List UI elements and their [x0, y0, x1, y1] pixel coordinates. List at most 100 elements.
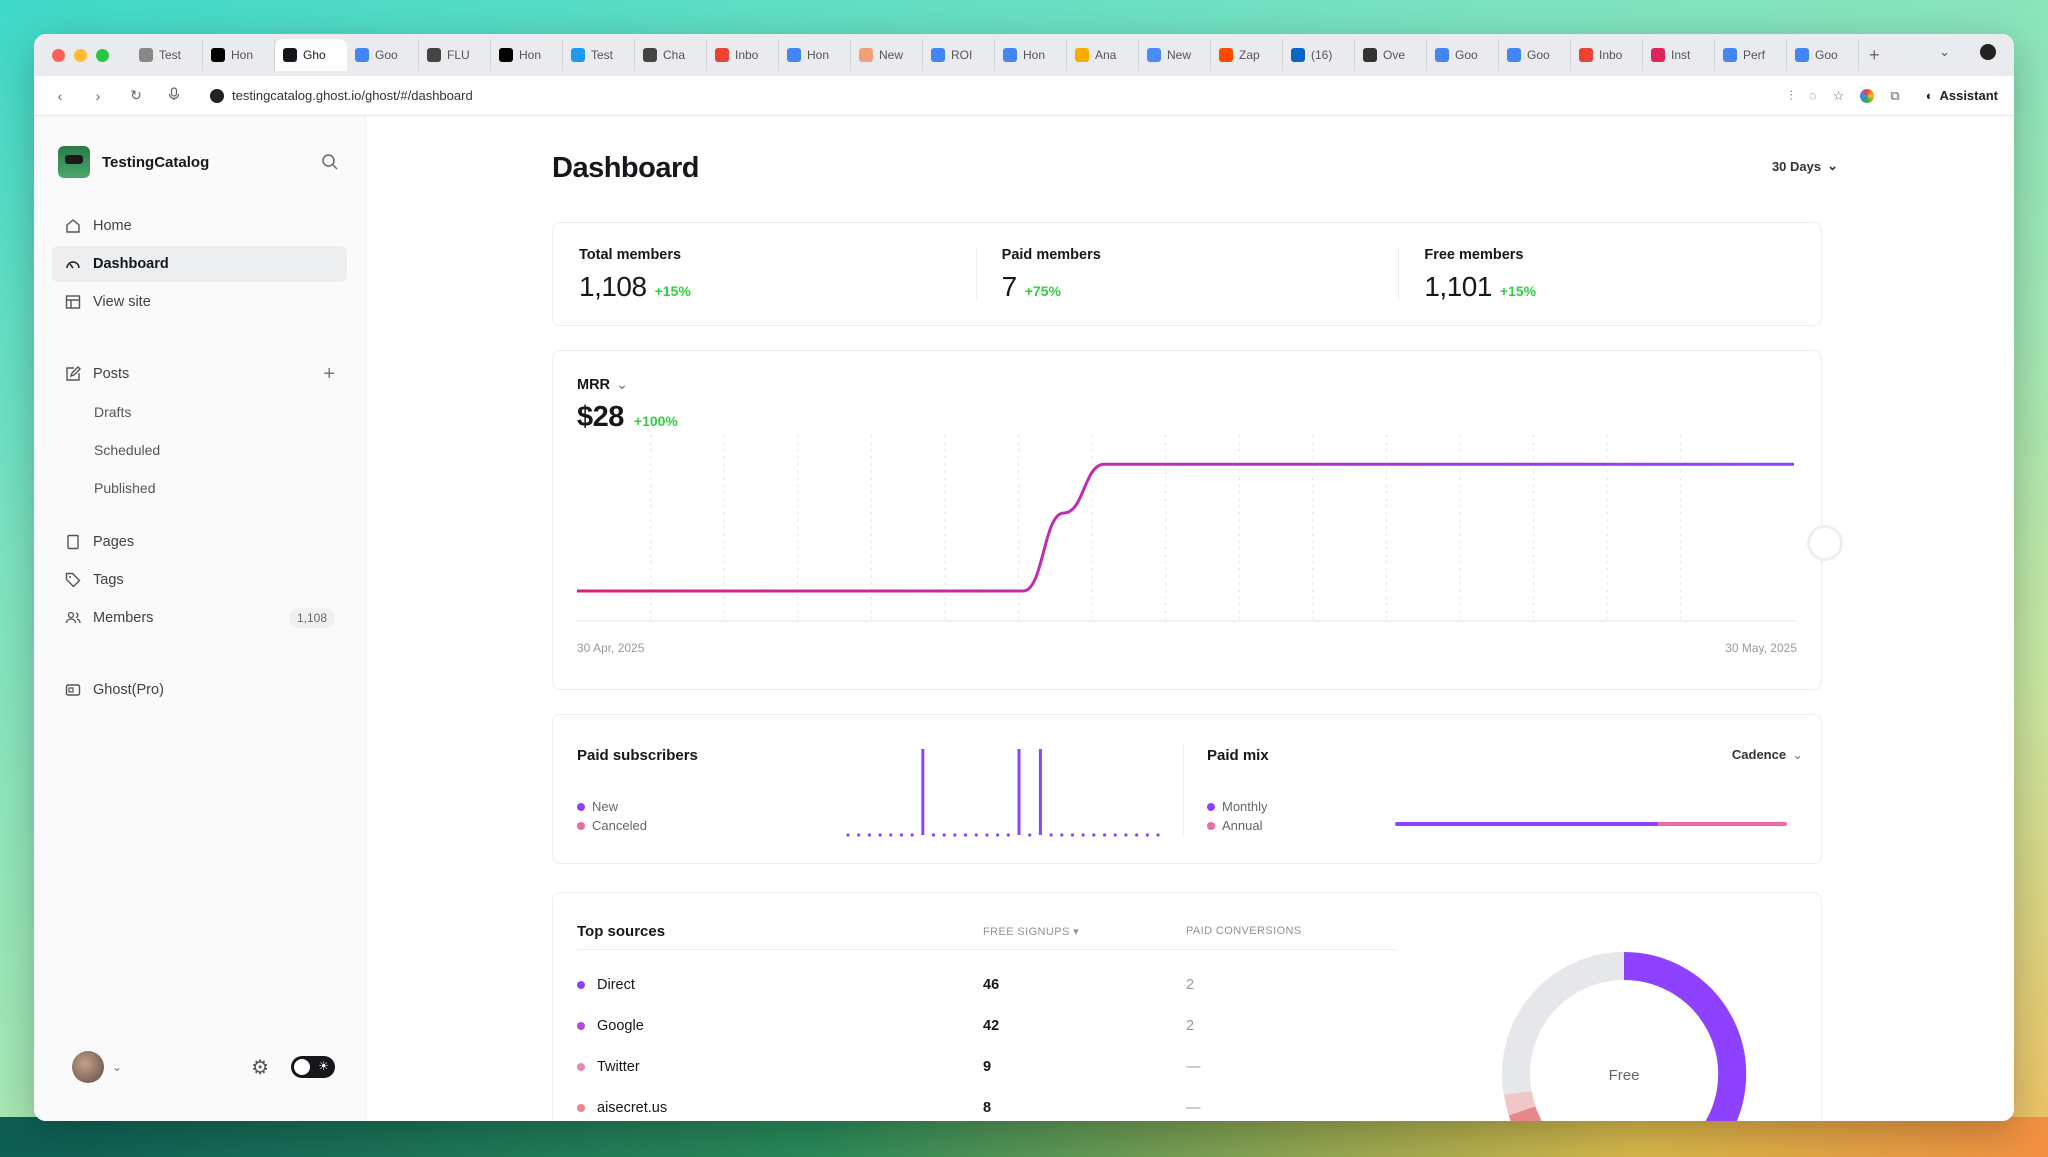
cadence-select[interactable]: Cadence ⌄: [1732, 747, 1803, 763]
source-signups: 8: [983, 1100, 992, 1116]
browser-profile-icon[interactable]: [1980, 44, 1996, 60]
browser-tab[interactable]: Inbo: [707, 39, 779, 71]
browser-tab[interactable]: Goo: [1427, 39, 1499, 71]
kpi-free-members[interactable]: Free members 1,101 +15%: [1398, 223, 1821, 325]
sources-donut-chart[interactable]: [1493, 943, 1753, 1121]
nav-tags[interactable]: Tags: [52, 562, 347, 598]
extension-shield-icon[interactable]: ◌: [1808, 88, 1817, 103]
browser-tab[interactable]: Test: [563, 39, 635, 71]
dashboard-gauge-icon: [64, 255, 82, 273]
browser-tab[interactable]: (16): [1283, 39, 1355, 71]
col-paid-conversions[interactable]: PAID CONVERSIONS: [1186, 925, 1302, 937]
mrr-series-line[interactable]: [577, 462, 1794, 593]
site-name[interactable]: TestingCatalog: [102, 153, 210, 171]
extensions-puzzle-icon[interactable]: ⧉: [1890, 87, 1900, 103]
posts-edit-icon: [64, 365, 82, 383]
browser-tab[interactable]: Hon: [995, 39, 1067, 71]
browser-tab[interactable]: ROI: [923, 39, 995, 71]
col-free-signups[interactable]: FREE SIGNUPS ▾: [983, 926, 1080, 938]
url-text[interactable]: testingcatalog.ghost.io/ghost/#/dashboar…: [232, 88, 473, 103]
tab-favicon-icon: [715, 48, 729, 62]
maximize-window-button[interactable]: [96, 48, 109, 62]
new-post-plus-icon[interactable]: +: [323, 362, 335, 385]
browser-tab[interactable]: Goo: [347, 39, 419, 71]
nav-scheduled[interactable]: Scheduled: [94, 442, 161, 458]
browser-tab[interactable]: Goo: [1787, 39, 1859, 71]
site-info-icon[interactable]: [210, 88, 224, 103]
source-signups: 46: [983, 977, 1000, 993]
browser-tab[interactable]: Goo: [1499, 39, 1571, 71]
paid-mix-bar[interactable]: [1395, 822, 1787, 826]
browser-tab[interactable]: Hon: [491, 39, 563, 71]
extension-color-icon[interactable]: [1860, 88, 1875, 103]
nav-view-site[interactable]: View site: [52, 284, 347, 320]
source-row[interactable]: aisecret.us 8 —: [577, 1098, 1387, 1118]
chevron-down-icon: ⌄: [1827, 158, 1838, 173]
tab-label: Perf: [1743, 48, 1766, 62]
browser-tab[interactable]: Cha: [635, 39, 707, 71]
donut-center-label: Free: [1608, 1067, 1640, 1084]
new-tab-button[interactable]: +: [1869, 44, 1880, 65]
browser-tab[interactable]: Zap: [1211, 39, 1283, 71]
search-icon[interactable]: [319, 151, 341, 173]
source-row[interactable]: Twitter 9 —: [577, 1057, 1387, 1077]
mrr-value: $28: [577, 401, 624, 433]
nav-posts[interactable]: Posts +: [52, 356, 347, 392]
tune-icon[interactable]: ⫶: [1789, 87, 1793, 103]
tab-label: Ana: [1095, 48, 1117, 62]
browser-tab[interactable]: FLU: [419, 39, 491, 71]
settings-gear-icon[interactable]: ⚙: [251, 1056, 269, 1079]
minimize-window-button[interactable]: [74, 48, 87, 62]
zero-value-dot: [878, 833, 882, 837]
site-logo[interactable]: [58, 146, 90, 178]
tab-list-chevron-icon[interactable]: ⌄: [1939, 44, 1950, 59]
date-range-select[interactable]: 30 Days ⌄: [1772, 158, 1838, 174]
source-row[interactable]: Google 42 2: [577, 1016, 1387, 1036]
tab-label: Hon: [807, 48, 830, 62]
browser-tab[interactable]: Inst: [1643, 39, 1715, 71]
nav-tags-label: Tags: [93, 572, 124, 588]
nav-drafts[interactable]: Drafts: [94, 404, 132, 420]
browser-tab[interactable]: Perf: [1715, 39, 1787, 71]
browser-tab[interactable]: Test: [131, 39, 203, 71]
source-conversions: —: [1186, 1100, 1201, 1116]
kpi-paid-members[interactable]: Paid members 7 +75%: [975, 223, 1399, 325]
browser-tab[interactable]: Inbo: [1571, 39, 1643, 71]
kpi-total-members[interactable]: Total members 1,108 +15%: [553, 223, 976, 325]
microphone-icon[interactable]: [164, 87, 184, 104]
nav-ghost-pro[interactable]: Ghost(Pro): [52, 672, 347, 708]
browser-tab[interactable]: Gho: [275, 39, 347, 71]
source-row[interactable]: Direct 46 2: [577, 975, 1387, 995]
back-button[interactable]: ‹: [57, 87, 63, 104]
paid-subscribers-chart[interactable]: [843, 745, 1163, 845]
forward-button[interactable]: ›: [95, 87, 101, 104]
browser-tab[interactable]: New: [851, 39, 923, 71]
close-window-button[interactable]: [52, 48, 65, 62]
tab-favicon-icon: [139, 48, 153, 62]
url-field[interactable]: testingcatalog.ghost.io/ghost/#/dashboar…: [210, 88, 1772, 103]
tab-favicon-icon: [1651, 48, 1665, 62]
mrr-metric-select[interactable]: MRR ⌄: [577, 377, 628, 393]
browser-tab[interactable]: Hon: [203, 39, 275, 71]
zero-value-dot: [942, 833, 946, 837]
user-menu-chevron-icon[interactable]: ⌄: [112, 1060, 123, 1074]
nav-pages[interactable]: Pages: [52, 524, 347, 560]
bookmark-star-icon[interactable]: ☆: [1832, 87, 1845, 103]
top-sources-title: Top sources: [577, 923, 666, 940]
user-avatar[interactable]: [72, 1051, 104, 1083]
browser-tab[interactable]: Ove: [1355, 39, 1427, 71]
nav-members[interactable]: Members 1,108: [52, 600, 347, 636]
reload-button[interactable]: ↻: [130, 87, 142, 103]
browser-tab[interactable]: New: [1139, 39, 1211, 71]
browser-tab[interactable]: Hon: [779, 39, 851, 71]
nav-dashboard[interactable]: Dashboard: [52, 246, 347, 282]
browser-tab[interactable]: Ana: [1067, 39, 1139, 71]
assistant-label: Assistant: [1939, 88, 1998, 103]
dark-mode-toggle[interactable]: ☀: [291, 1056, 335, 1078]
kpi-delta: +15%: [654, 283, 691, 299]
nav-published[interactable]: Published: [94, 480, 156, 496]
mrr-line-chart[interactable]: [577, 425, 1797, 635]
assistant-button[interactable]: ◐ Assistant: [1926, 88, 1998, 103]
nav-home[interactable]: Home: [52, 208, 347, 244]
paid-mix-legend: Monthly Annual: [1207, 799, 1268, 837]
